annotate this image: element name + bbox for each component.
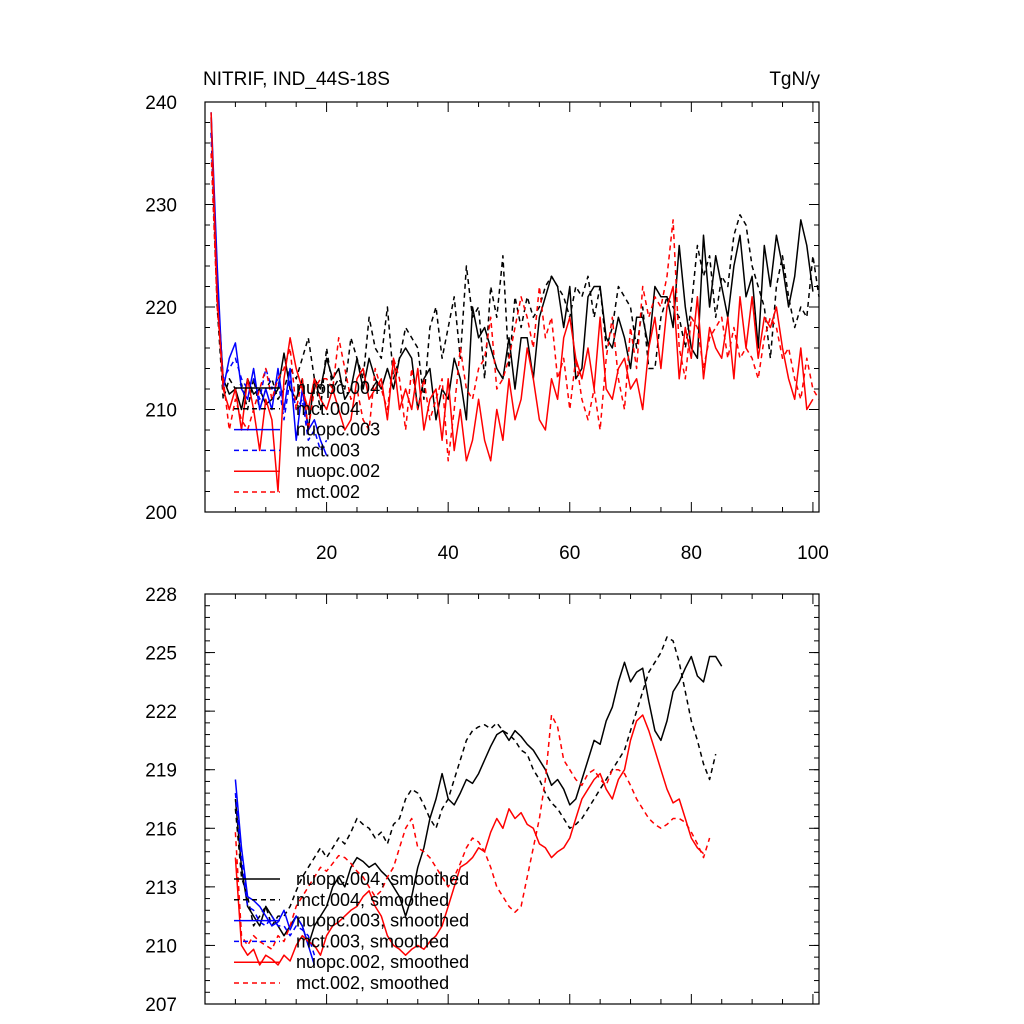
y-tick-label: 207 <box>145 995 177 1016</box>
y-tick-label: 210 <box>145 401 177 422</box>
legend-label: nuopc.002 <box>296 461 380 481</box>
bottom-plot-lines <box>234 636 723 966</box>
legend-label: mct.002, smoothed <box>296 973 449 993</box>
series-line-nuopc-003 <box>210 112 328 456</box>
y-tick-label: 240 <box>145 93 177 114</box>
series-line-mct-004 <box>210 132 820 411</box>
series-line-mct-004-smoothed <box>234 636 717 927</box>
series-line-nuopc-002-smoothed <box>234 714 705 966</box>
series-line-mct-003-smoothed <box>234 793 316 956</box>
series-line-nuopc-004-smoothed <box>234 655 723 947</box>
legend-label: nuopc.004, smoothed <box>296 869 469 889</box>
top-panel: NITRIF, IND_44S-18S TgN/y 200 210 220 230 24… <box>145 69 828 564</box>
y-tick-label: 230 <box>145 196 177 217</box>
legend-label: nuopc.003 <box>296 420 380 440</box>
legend-label: mct.004 <box>296 399 360 419</box>
series-line-mct-002-smoothed <box>234 714 711 951</box>
legend-label: mct.004, smoothed <box>296 890 449 910</box>
x-tick-label: 60 <box>559 543 580 564</box>
y-tick-label: 213 <box>145 878 177 899</box>
legend-label: nuopc.002, smoothed <box>296 952 469 972</box>
legend-label: mct.002 <box>296 482 360 502</box>
series-line-mct-002 <box>210 153 820 462</box>
y-tick-label: 210 <box>145 936 177 957</box>
x-tick-label: 40 <box>438 543 459 564</box>
x-tick-label: 100 <box>797 543 829 564</box>
top-legend: nuopc.004mct.004nuopc.003mct.003nuopc.00… <box>234 378 380 502</box>
x-tick-label: 20 <box>316 543 337 564</box>
legend-label: mct.003 <box>296 440 360 460</box>
legend-label: mct.003, smoothed <box>296 931 449 951</box>
series-line-nuopc-002 <box>210 112 814 493</box>
x-tick-label: 80 <box>681 543 702 564</box>
top-plot-frame <box>204 101 820 513</box>
top-axes: 200 210 220 230 240 20 40 60 80 100 <box>145 93 828 564</box>
y-tick-label: 222 <box>145 702 177 723</box>
top-plot-lines <box>210 112 820 493</box>
y-tick-label: 225 <box>145 644 177 665</box>
y-tick-label: 200 <box>145 503 177 524</box>
panel-title: NITRIF, IND_44S-18S <box>203 69 390 90</box>
units-label: TgN/y <box>769 69 820 90</box>
y-tick-label: 228 <box>145 585 177 606</box>
y-tick-label: 216 <box>145 819 177 840</box>
y-tick-label: 219 <box>145 761 177 782</box>
y-tick-label: 220 <box>145 298 177 319</box>
legend-label: nuopc.004 <box>296 378 380 398</box>
bottom-panel: 207 210 213 216 219 222 225 228 nuopc.004, smoo… <box>145 585 820 1016</box>
series-line-nuopc-003-smoothed <box>234 779 316 966</box>
series-line-mct-003 <box>210 132 328 452</box>
legend-label: nuopc.003, smoothed <box>296 911 469 931</box>
bottom-plot-frame <box>204 593 820 1005</box>
bottom-axes: 207 210 213 216 219 222 225 228 <box>145 585 819 1016</box>
